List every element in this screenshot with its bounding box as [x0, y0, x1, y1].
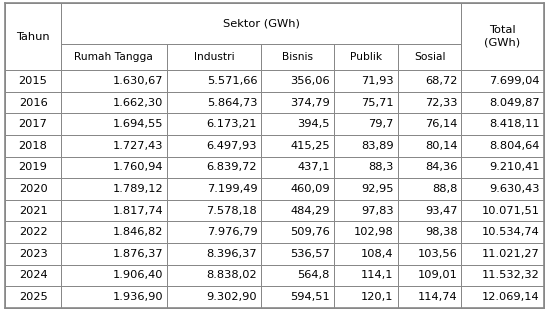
Text: 76,14: 76,14 — [425, 119, 458, 129]
Text: 9.630,43: 9.630,43 — [489, 184, 540, 194]
Text: 8.049,87: 8.049,87 — [489, 98, 540, 108]
Text: 1.789,12: 1.789,12 — [113, 184, 163, 194]
Text: 356,06: 356,06 — [290, 76, 330, 86]
Text: Sektor (GWh): Sektor (GWh) — [222, 19, 300, 29]
Text: 75,71: 75,71 — [361, 98, 394, 108]
Text: 103,56: 103,56 — [418, 249, 458, 259]
Text: 509,76: 509,76 — [290, 227, 330, 237]
Text: Publik: Publik — [350, 52, 382, 62]
Text: 114,74: 114,74 — [418, 292, 458, 302]
Text: 2018: 2018 — [19, 141, 48, 151]
Text: 2020: 2020 — [19, 184, 47, 194]
Text: 394,5: 394,5 — [298, 119, 330, 129]
Text: 536,57: 536,57 — [290, 249, 330, 259]
Text: 5.571,66: 5.571,66 — [207, 76, 257, 86]
Text: 460,09: 460,09 — [290, 184, 330, 194]
Text: 374,79: 374,79 — [290, 98, 330, 108]
Text: 1.876,37: 1.876,37 — [113, 249, 163, 259]
Text: Bisnis: Bisnis — [282, 52, 313, 62]
Text: 6.173,21: 6.173,21 — [207, 119, 257, 129]
Text: 1.936,90: 1.936,90 — [113, 292, 163, 302]
Text: 79,7: 79,7 — [368, 119, 394, 129]
Text: 71,93: 71,93 — [361, 76, 394, 86]
Text: 2023: 2023 — [19, 249, 47, 259]
Text: 2025: 2025 — [19, 292, 47, 302]
Text: 11.021,27: 11.021,27 — [482, 249, 540, 259]
Text: 8.804,64: 8.804,64 — [489, 141, 540, 151]
Text: Sosial: Sosial — [414, 52, 445, 62]
Text: 10.534,74: 10.534,74 — [482, 227, 540, 237]
Text: 88,3: 88,3 — [368, 162, 394, 172]
Text: 109,01: 109,01 — [418, 271, 458, 281]
Text: 114,1: 114,1 — [361, 271, 394, 281]
Text: 93,47: 93,47 — [425, 206, 458, 216]
Text: 9.302,90: 9.302,90 — [206, 292, 257, 302]
Text: Industri: Industri — [194, 52, 234, 62]
Text: Tahun: Tahun — [16, 32, 50, 42]
Text: 72,33: 72,33 — [425, 98, 458, 108]
Text: 6.497,93: 6.497,93 — [207, 141, 257, 151]
Text: 5.864,73: 5.864,73 — [207, 98, 257, 108]
Text: Rumah Tangga: Rumah Tangga — [74, 52, 153, 62]
Text: 68,72: 68,72 — [425, 76, 458, 86]
Text: 9.210,41: 9.210,41 — [489, 162, 540, 172]
Text: 88,8: 88,8 — [432, 184, 458, 194]
Text: 1.760,94: 1.760,94 — [113, 162, 163, 172]
Text: 8.838,02: 8.838,02 — [206, 271, 257, 281]
Text: 2022: 2022 — [19, 227, 47, 237]
Text: 1.727,43: 1.727,43 — [113, 141, 163, 151]
Text: 10.071,51: 10.071,51 — [481, 206, 540, 216]
Text: 2019: 2019 — [19, 162, 48, 172]
Text: 97,83: 97,83 — [361, 206, 394, 216]
Text: 415,25: 415,25 — [290, 141, 330, 151]
Text: 83,89: 83,89 — [361, 141, 394, 151]
Text: 2021: 2021 — [19, 206, 47, 216]
Text: 92,95: 92,95 — [361, 184, 394, 194]
Text: 564,8: 564,8 — [298, 271, 330, 281]
Text: 11.532,32: 11.532,32 — [482, 271, 540, 281]
Text: 1.846,82: 1.846,82 — [113, 227, 163, 237]
Text: 1.817,74: 1.817,74 — [113, 206, 163, 216]
Text: 7.199,49: 7.199,49 — [206, 184, 257, 194]
Text: 7.976,79: 7.976,79 — [206, 227, 257, 237]
Text: 437,1: 437,1 — [298, 162, 330, 172]
Text: 1.630,67: 1.630,67 — [113, 76, 163, 86]
Text: 80,14: 80,14 — [425, 141, 458, 151]
Text: 594,51: 594,51 — [290, 292, 330, 302]
Text: 98,38: 98,38 — [425, 227, 458, 237]
Text: 2017: 2017 — [19, 119, 48, 129]
Text: 1.662,30: 1.662,30 — [113, 98, 163, 108]
Text: 102,98: 102,98 — [354, 227, 394, 237]
Text: 8.396,37: 8.396,37 — [206, 249, 257, 259]
Text: 2024: 2024 — [19, 271, 47, 281]
Text: 8.418,11: 8.418,11 — [489, 119, 540, 129]
Text: 84,36: 84,36 — [425, 162, 458, 172]
Text: 2016: 2016 — [19, 98, 47, 108]
Text: 484,29: 484,29 — [290, 206, 330, 216]
Text: 108,4: 108,4 — [361, 249, 394, 259]
Text: Total
(GWh): Total (GWh) — [484, 26, 520, 48]
Text: 1.906,40: 1.906,40 — [113, 271, 163, 281]
Text: 7.699,04: 7.699,04 — [489, 76, 540, 86]
Text: 12.069,14: 12.069,14 — [482, 292, 540, 302]
Text: 7.578,18: 7.578,18 — [206, 206, 257, 216]
Text: 1.694,55: 1.694,55 — [113, 119, 163, 129]
Text: 120,1: 120,1 — [361, 292, 394, 302]
Text: 2015: 2015 — [19, 76, 48, 86]
Text: 6.839,72: 6.839,72 — [207, 162, 257, 172]
